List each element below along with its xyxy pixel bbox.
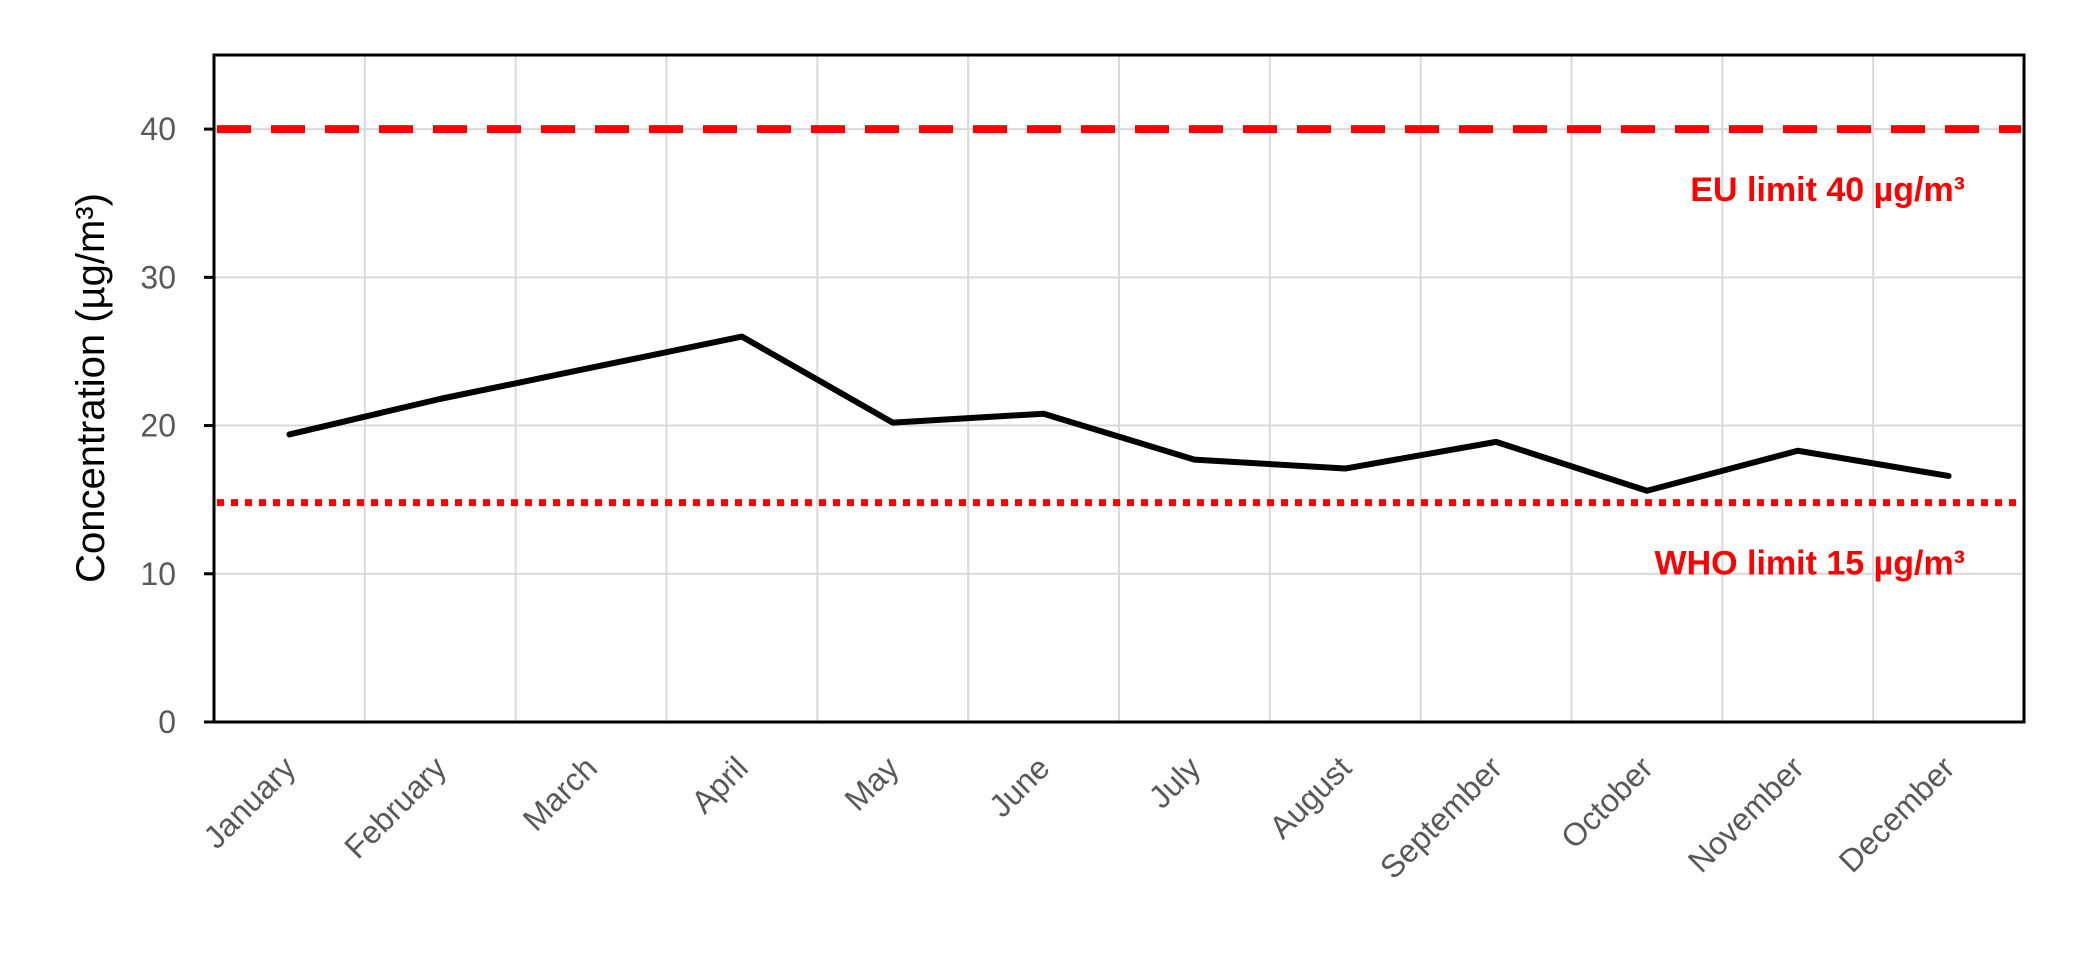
data-point [1192,457,1197,462]
x-tick-label: December [1832,749,1962,879]
series-line [286,333,1952,494]
data-point [287,432,292,437]
data-point [1946,473,1951,478]
x-axis-ticks: January February March April May June July Augu… [196,749,1961,885]
x-tick-label: May [837,749,905,817]
data-point [739,334,744,339]
plot-area-border [212,53,2026,724]
x-tick-label: August [1262,749,1358,845]
reference-line-label: EU limit 40 µg/m³ [1690,171,1965,209]
y-tick-label: 20 [140,408,176,444]
data-point [1343,466,1348,471]
data-point [1644,488,1649,493]
x-tick-label: June [982,749,1057,824]
x-tick-label: November [1681,749,1811,879]
series-layer [286,333,1952,494]
reference-line-label: WHO limit 15 µg/m³ [1655,545,1966,583]
y-tick-label: 0 [158,704,176,740]
x-tick-label: July [1142,749,1208,815]
reference-lines: EU limit 40 µg/m³ WHO limit 15 µg/m³ [217,125,2021,583]
x-tick-label: October [1554,749,1660,855]
y-tick-label: 10 [140,556,176,592]
x-tick-label: February [337,749,453,865]
data-point [1795,448,1800,453]
y-tick-label: 30 [140,259,176,295]
y-tick-label: 40 [140,111,176,147]
y-axis-title: Concentration (µg/m³) [69,193,113,583]
x-tick-label: March [516,749,604,837]
data-point [1041,411,1046,416]
x-tick-label: September [1373,749,1509,885]
x-tick-label: April [684,749,755,820]
grid-layer [214,55,2024,722]
y-axis-ticks: 0 10 20 30 40 [140,111,214,740]
data-point [890,420,895,425]
data-point [1494,439,1499,444]
data-point [589,365,594,370]
x-tick-label: January [196,749,302,855]
data-point [438,396,443,401]
